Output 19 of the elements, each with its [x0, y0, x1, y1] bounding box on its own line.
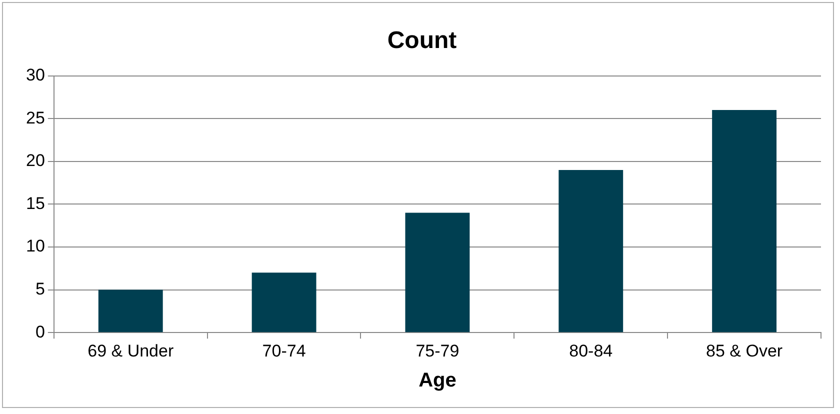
y-tick-label: 20: [26, 151, 45, 170]
x-tick-label: 70-74: [262, 341, 306, 360]
y-tick-label: 10: [26, 236, 45, 256]
y-tick-label: 25: [26, 108, 45, 128]
x-tick-label: 69 & Under: [88, 341, 174, 360]
x-tick-label: 85 & Over: [706, 341, 783, 360]
bar: [558, 170, 624, 332]
x-tick-label: 75-79: [416, 341, 460, 360]
y-tick-label: 30: [26, 65, 45, 84]
bar: [405, 212, 470, 332]
chart-title: Count: [387, 27, 457, 54]
x-tick-label: 80-84: [569, 341, 613, 360]
bar: [252, 272, 316, 332]
x-axis-title: Age: [418, 370, 456, 392]
y-tick-label: 15: [26, 194, 45, 213]
y-tick-label: 5: [35, 279, 45, 298]
y-tick-label: 0: [35, 322, 45, 342]
bar: [98, 290, 163, 332]
bar: [712, 110, 777, 332]
